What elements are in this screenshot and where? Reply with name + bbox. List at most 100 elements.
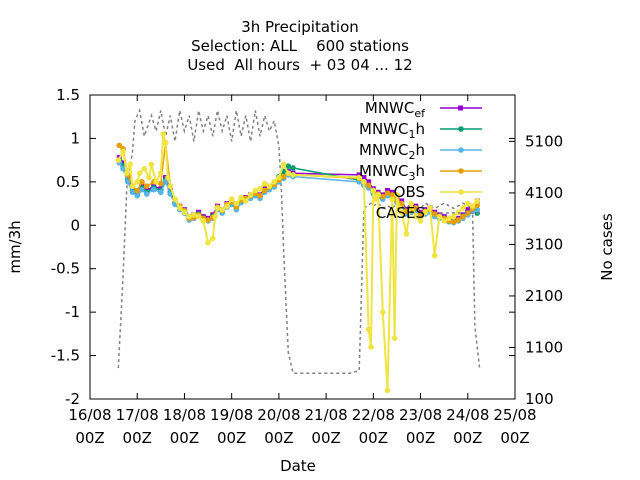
data-point (116, 142, 123, 149)
legend-swatch-marker (458, 189, 464, 195)
cases-line (117, 108, 481, 374)
data-point (365, 182, 372, 189)
legend-swatch-marker (458, 126, 464, 132)
x-tick-label-hour: 00Z (359, 429, 388, 447)
y-tick-label: -2 (65, 390, 80, 408)
data-point (124, 179, 131, 185)
data-point (391, 335, 398, 342)
x-tick-label-date: 22/08 (352, 406, 395, 424)
legend-label: MNWC1h (359, 120, 425, 141)
x-tick-label-date: 24/08 (446, 406, 489, 424)
y-axis-label: mm/3h (6, 220, 24, 273)
data-point (139, 179, 145, 185)
data-point (422, 209, 429, 216)
legend-label: MNWC2h (359, 141, 425, 162)
data-point (120, 148, 126, 155)
data-point (261, 187, 268, 194)
series-obs (115, 131, 481, 394)
data-point (413, 205, 419, 211)
x-tick-label-hour: 00Z (264, 429, 293, 447)
data-point (384, 387, 391, 394)
y2-axis-ticks: 5100 4100 3100 2100 1100 100 (509, 132, 563, 408)
data-point (427, 205, 433, 211)
data-point (389, 196, 396, 203)
x-tick-label-hour: 00Z (123, 429, 152, 447)
data-point (379, 309, 386, 315)
data-point (238, 194, 244, 201)
data-point (134, 192, 141, 199)
data-point (290, 165, 296, 171)
data-point (146, 174, 152, 181)
plot-frame (89, 94, 516, 400)
data-point (290, 172, 296, 178)
data-point (356, 174, 362, 181)
data-point (403, 231, 410, 237)
data-point (398, 200, 405, 207)
data-point (266, 183, 273, 189)
data-point (186, 213, 192, 220)
data-point (431, 211, 438, 217)
data-point (162, 139, 169, 146)
x-tick-label-hour: 00Z (217, 429, 246, 447)
x-tick-label-date: 20/08 (257, 406, 300, 424)
data-point (252, 187, 259, 194)
y2-tick-label: 3100 (525, 235, 563, 253)
data-point (115, 157, 122, 163)
chart-title-line-1: 3h Precipitation (241, 18, 359, 36)
data-point (219, 206, 226, 213)
data-point (247, 192, 254, 198)
data-point (158, 180, 164, 187)
data-point (396, 205, 403, 211)
data-point (366, 179, 372, 185)
data-point (124, 170, 130, 176)
x-tick-label-date: 21/08 (304, 406, 347, 424)
data-point (158, 170, 164, 176)
data-point (153, 179, 159, 185)
y-tick-label: 1.5 (56, 86, 80, 104)
data-point (436, 213, 443, 220)
data-point (148, 161, 155, 168)
data-point (243, 198, 249, 204)
legend-label: CASES (376, 204, 425, 222)
y2-tick-label: 2100 (525, 287, 563, 305)
y-tick-label: -1 (65, 303, 80, 321)
data-point (209, 235, 216, 242)
data-point (379, 193, 386, 200)
series-mnwc-2h (116, 159, 481, 226)
y-tick-label: -1.5 (51, 347, 80, 365)
data-point (417, 218, 424, 224)
x-tick-label-hour: 00Z (453, 429, 482, 447)
data-point (474, 206, 481, 213)
data-point (460, 213, 466, 220)
data-point (469, 203, 476, 209)
data-point (191, 212, 197, 218)
data-point (280, 173, 287, 180)
data-point (460, 205, 466, 211)
data-point (365, 326, 372, 333)
legend-label: MNWC3h (359, 162, 425, 183)
data-point (261, 180, 268, 187)
data-point (474, 198, 481, 204)
legend-swatch-marker (458, 168, 464, 174)
data-point (464, 210, 471, 216)
data-point (464, 200, 471, 207)
data-point (271, 179, 277, 185)
data-point (136, 170, 143, 176)
cases-series (117, 108, 481, 374)
data-point (160, 131, 166, 137)
legend-label: OBS (394, 183, 425, 201)
data-point (394, 192, 400, 198)
data-point (167, 183, 174, 189)
chart-title-line-2: Selection: ALL 600 stations (191, 37, 409, 55)
data-point (205, 239, 211, 246)
data-point (285, 163, 292, 170)
data-point (370, 187, 377, 194)
data-point (431, 252, 438, 259)
data-point (212, 213, 218, 220)
data-point (134, 187, 141, 194)
data-point (162, 179, 169, 185)
x-tick-label-date: 18/08 (163, 406, 206, 424)
data-point (141, 166, 148, 172)
